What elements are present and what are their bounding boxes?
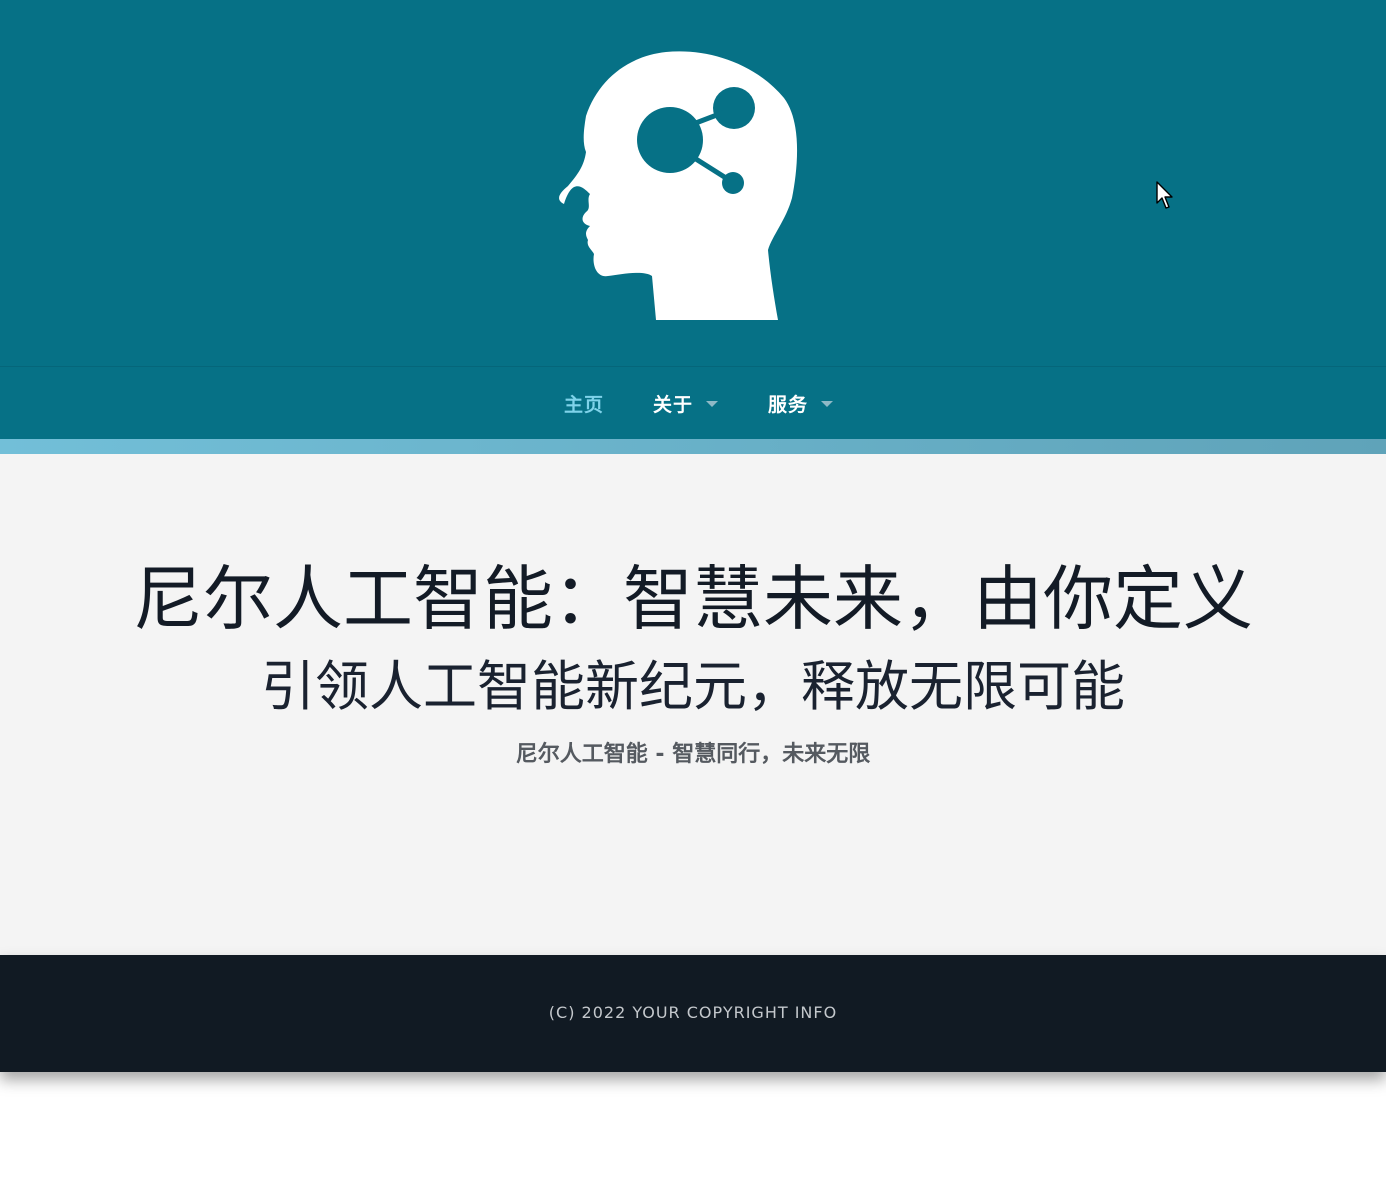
nav-item-services[interactable]: 服务 <box>768 393 834 417</box>
hero-tagline: 尼尔人工智能 - 智慧同行，未来无限 <box>515 742 871 767</box>
nav-item-home[interactable]: 主页 <box>564 393 604 417</box>
nav-item-services-label: 服务 <box>768 394 809 416</box>
mouse-cursor-icon <box>1156 181 1173 209</box>
site-header <box>0 0 1386 366</box>
nav-item-home-label: 主页 <box>564 394 605 416</box>
hero-section: 尼尔人工智能：智慧未来，由你定义 引领人工智能新纪元，释放无限可能 尼尔人工智能… <box>0 454 1386 955</box>
nav-item-about-label: 关于 <box>653 394 694 416</box>
brain-head-icon[interactable] <box>556 50 800 322</box>
main-nav: 主页 关于 服务 <box>0 366 1386 439</box>
hero-title: 尼尔人工智能：智慧未来，由你定义 <box>133 558 1253 640</box>
accent-divider <box>0 439 1386 454</box>
hero-subtitle: 引领人工智能新纪元，释放无限可能 <box>261 655 1125 718</box>
copyright-text: (C) 2022 YOUR COPYRIGHT INFO <box>548 1003 838 1022</box>
nav-items: 主页 关于 服务 <box>0 367 1386 440</box>
nav-item-about[interactable]: 关于 <box>653 393 719 417</box>
chevron-down-icon <box>821 400 834 407</box>
chevron-down-icon <box>706 400 719 407</box>
site-footer: (C) 2022 YOUR COPYRIGHT INFO <box>0 955 1386 1072</box>
